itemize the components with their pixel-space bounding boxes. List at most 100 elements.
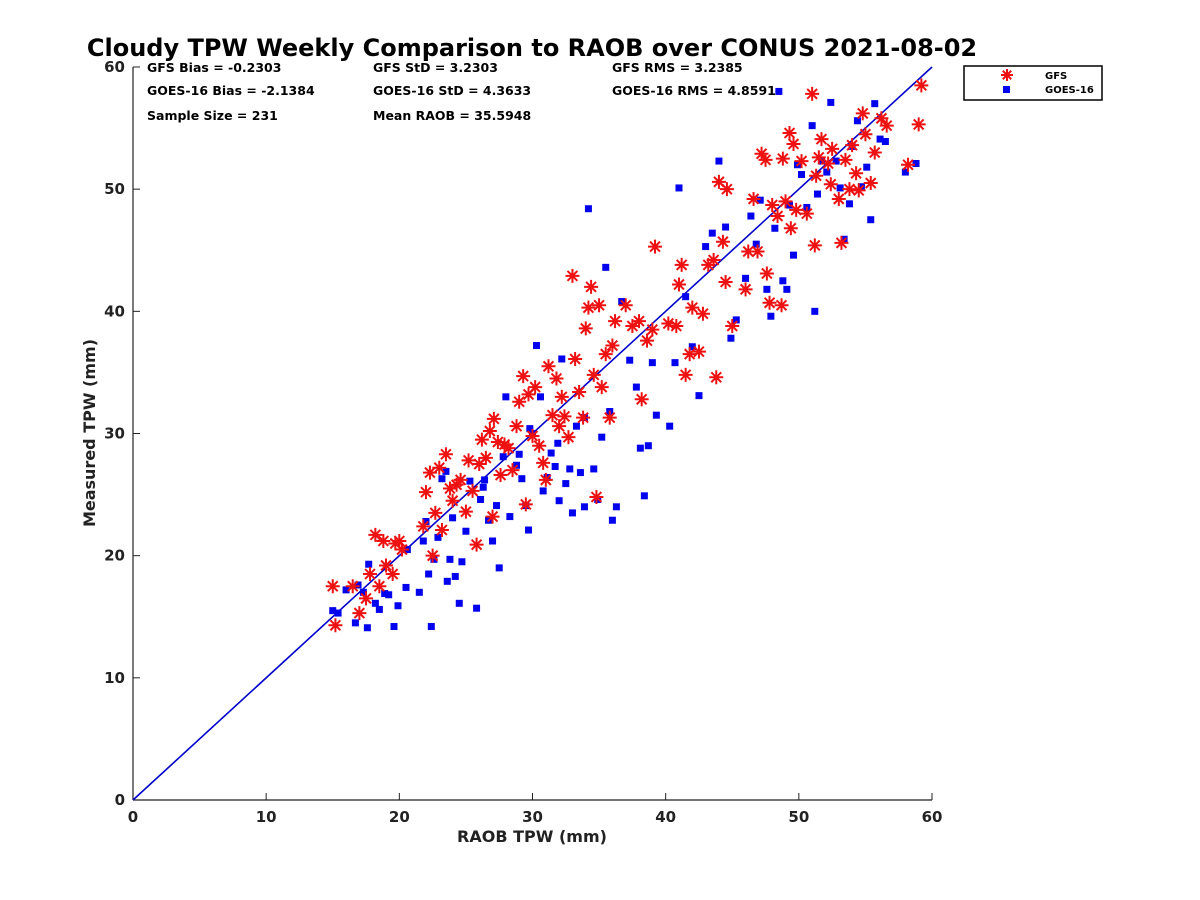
gfs-point [594,380,609,395]
goes16-point [390,623,398,631]
y-tick-label: 30 [104,425,125,443]
gfs-point [352,606,367,621]
gfs-point [425,548,440,563]
gfs-point [552,419,567,434]
gfs-point [368,527,383,542]
gfs-point [741,244,756,259]
gfs-point [814,132,829,147]
goes16-point [354,581,362,589]
gfs-point [465,483,480,498]
gfs-point [845,138,860,153]
gfs-point [691,344,706,359]
goes16-point [342,586,350,594]
goes16-point [422,517,430,525]
gfs-point [811,150,826,165]
legend-gfs-asterisk [1001,69,1013,81]
gfs-point [879,118,894,133]
gfs-point [671,277,686,292]
goes16-point [434,533,442,541]
goes16-point [371,599,379,607]
gfs-point [849,166,864,181]
gfs-point [328,618,343,633]
goes16-point [632,383,640,391]
gfs-point [584,279,599,294]
gfs-point [831,191,846,206]
gfs-point [493,468,508,483]
y-tick-label: 60 [104,58,125,76]
goes16-point [666,422,674,430]
gfs-point [809,168,824,183]
gfs-point [711,174,726,189]
y-axis-label: Measured TPW (mm) [80,339,99,527]
gfs-point [765,198,780,213]
goes16-point [682,293,690,301]
gfs-point [782,125,797,140]
gfs-point [372,579,387,594]
gfs-point [758,152,773,167]
goes16-point [329,607,337,615]
gfs-point [674,257,689,272]
gfs-point [602,410,617,425]
goes16-point [742,274,750,282]
goes16-point [598,433,606,441]
gfs-point [485,509,500,524]
gfs-point [718,275,733,290]
gfs-point [379,558,394,573]
legend-box [963,65,1103,101]
gfs-point [807,238,822,253]
goes16-point [695,392,703,400]
gfs-point [661,316,676,331]
goes16-point [572,422,580,430]
goes16-point [466,477,474,485]
goes16-point [845,200,853,208]
goes16-point [495,564,503,572]
goes-std-stat: GOES-16 StD = 4.3633 [373,83,531,98]
goes16-point [446,555,454,563]
goes16-point [612,503,620,511]
gfs-point [799,206,814,221]
goes16-point [419,537,427,545]
goes16-point [438,475,446,483]
gfs-point [525,428,540,443]
gfs-point [418,485,433,500]
mean-raob-stat: Mean RAOB = 35.5948 [373,108,531,123]
gfs-point [557,409,572,424]
goes16-point [626,356,634,364]
goes16-point [881,138,889,146]
gfs-point [821,156,836,171]
goes16-point [708,229,716,237]
gfs-point [554,389,569,404]
gfs-point [914,78,929,93]
gfs-point [709,370,724,385]
goes16-point [722,223,730,231]
goes16-point [602,263,610,271]
goes16-point [640,492,648,500]
goes16-point [790,251,798,259]
gfs-point [536,455,551,470]
goes16-point [836,184,844,192]
goes16-point [797,171,805,179]
goes16-point [747,212,755,220]
gfs-point [521,387,536,402]
goes16-point [473,604,481,612]
goes16-point [555,497,563,505]
goes16-point [648,359,656,367]
goes16-point [532,342,540,350]
gfs-point [509,419,524,434]
goes16-point [715,157,723,165]
gfs-point [490,435,505,450]
goes16-point [867,216,875,224]
goes16-point [477,495,485,503]
gfs-point [678,367,693,382]
goes16-point [442,467,450,475]
gfs-point [576,410,591,425]
gfs-point [685,300,700,315]
gfs-point [775,151,790,166]
gfs-rms-stat: GFS RMS = 3.2385 [612,60,743,75]
gfs-point [805,86,820,101]
gfs-point [325,579,340,594]
goes16-point [811,307,819,315]
gfs-point [648,239,663,254]
gfs-point [754,146,769,161]
gfs-point [701,257,716,272]
